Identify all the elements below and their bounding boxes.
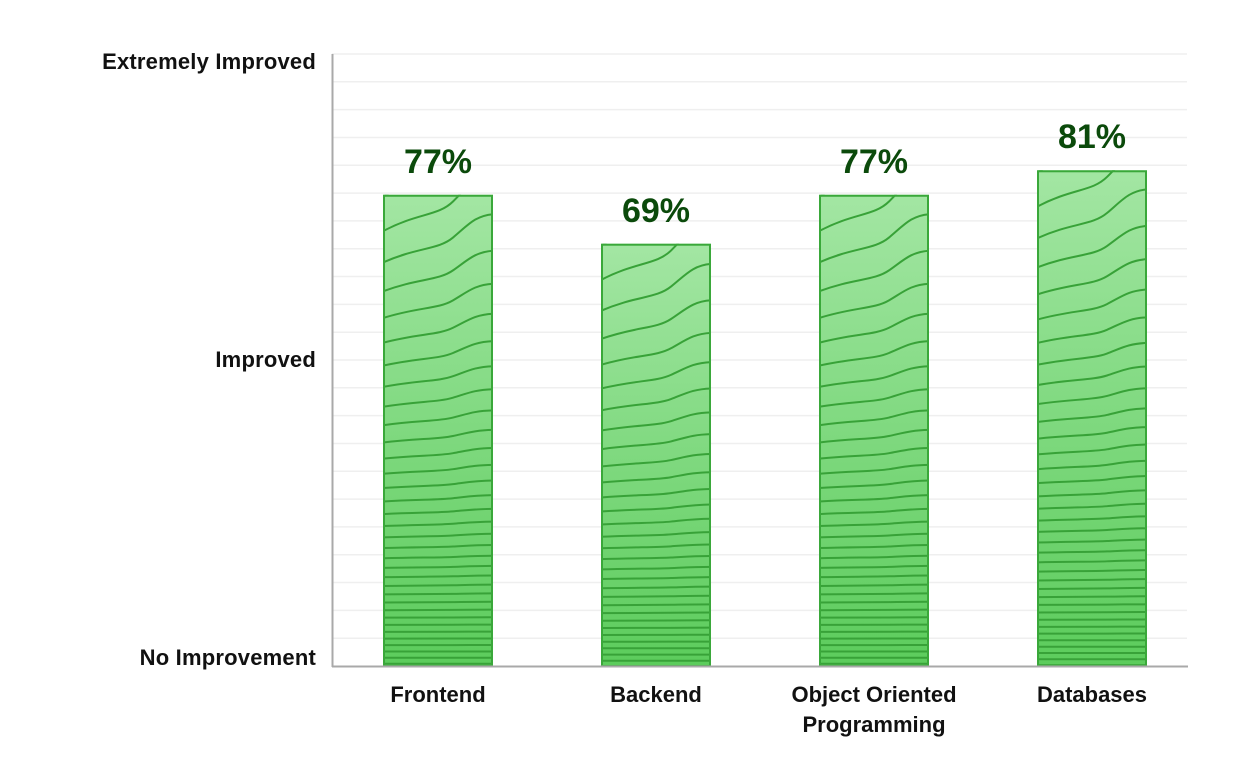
value-label: 77% — [839, 142, 909, 181]
y-axis-label: Improved — [215, 347, 316, 372]
x-axis-label-line: Backend — [610, 682, 702, 707]
value-label: 81% — [1057, 118, 1127, 157]
y-axis-label: Extremely Improved — [102, 49, 316, 74]
bars — [383, 170, 1147, 667]
x-axis-label: Databases — [982, 680, 1202, 710]
x-axis-label-line: Frontend — [390, 682, 486, 707]
bar-backend — [601, 243, 711, 667]
x-axis-label-line: Databases — [1036, 682, 1148, 707]
bar-object-oriented-programming — [819, 194, 929, 667]
bar-frontend — [383, 194, 493, 667]
x-axis-label: Object Oriented Programming — [764, 680, 984, 740]
x-axis-label-line: Programming — [802, 712, 946, 737]
value-label: 69% — [621, 191, 691, 230]
bar-databases — [1037, 170, 1147, 667]
value-label: 77% — [403, 142, 473, 181]
x-axis-label: Backend — [546, 680, 766, 710]
y-axis-label: No Improvement — [139, 645, 316, 670]
x-axis-label-line: Object Oriented — [791, 682, 957, 707]
x-axis-label: Frontend — [328, 680, 548, 710]
